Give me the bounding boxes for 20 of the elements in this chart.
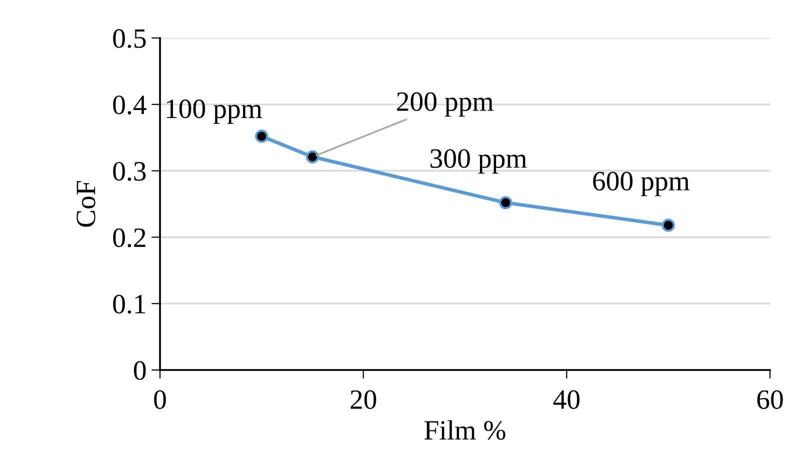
- point: [662, 218, 675, 232]
- y-tick-label: 0.2: [113, 228, 146, 248]
- annotation: 600 ppm: [593, 172, 690, 196]
- y-tick-label: 0.4: [113, 96, 146, 114]
- x-tick-label: 20: [350, 390, 376, 409]
- x-tick-label: 40: [553, 390, 580, 409]
- y-axis-title: CoF: [76, 181, 96, 227]
- annotation: 100 ppm: [166, 99, 262, 124]
- x-tick-label: 60: [757, 390, 783, 409]
- x-axis-title: Film %: [424, 420, 506, 440]
- y-tick-label: 0.3: [113, 162, 146, 181]
- y-tick-label: 0.5: [113, 29, 146, 48]
- annotation: 200 ppm: [397, 92, 494, 117]
- annotation: 300 ppm: [430, 149, 527, 174]
- point: [306, 150, 320, 164]
- point: [255, 130, 268, 143]
- y-tick-label: 0.1: [113, 294, 146, 314]
- y-tick-label: 0: [134, 361, 146, 380]
- x-tick-label: 0: [154, 390, 166, 409]
- point: [499, 196, 512, 210]
